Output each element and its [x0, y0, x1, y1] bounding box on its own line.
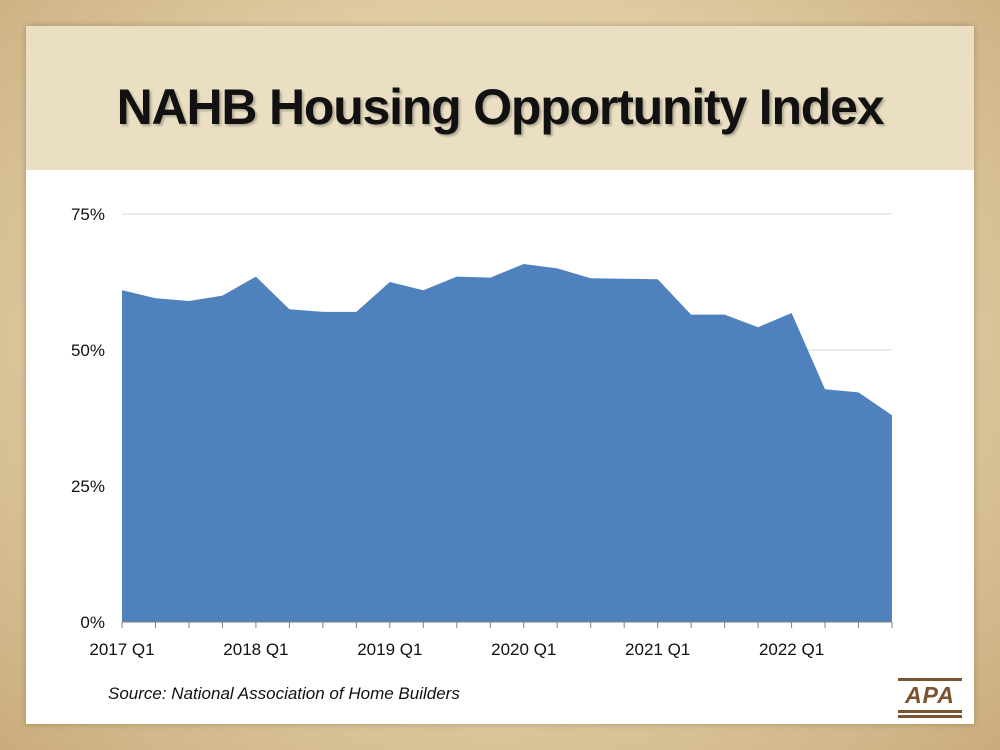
x-tick-label: 2018 Q1 — [223, 640, 288, 659]
y-tick-label: 25% — [71, 477, 105, 496]
logo-bar-top — [898, 678, 962, 681]
y-tick-label: 50% — [71, 341, 105, 360]
area-series — [122, 264, 892, 622]
apa-logo: APA — [898, 678, 962, 718]
source-note: Source: National Association of Home Bui… — [108, 684, 460, 703]
x-tick-label: 2022 Q1 — [759, 640, 824, 659]
x-tick-label: 2020 Q1 — [491, 640, 556, 659]
y-tick-label: 75% — [71, 205, 105, 224]
logo-bar-bottom-1 — [898, 710, 962, 713]
slide-title: NAHB Housing Opportunity Index — [116, 79, 885, 135]
y-tick-label: 0% — [80, 613, 105, 632]
chart: 0% 25% 50% 75% 2017 Q1 2018 Q1 2019 Q1 2020 Q1 2… — [71, 205, 893, 659]
logo-bar-bottom-2 — [898, 715, 962, 718]
x-tick-label: 2021 Q1 — [625, 640, 690, 659]
x-tick-label: 2019 Q1 — [357, 640, 422, 659]
slide: NAHB Housing Opportunity Index 0% 25% 50% 7… — [26, 26, 974, 724]
title-band: NAHB Housing Opportunity Index — [26, 26, 974, 170]
logo-text: APA — [905, 682, 955, 708]
x-tick-label: 2017 Q1 — [89, 640, 154, 659]
